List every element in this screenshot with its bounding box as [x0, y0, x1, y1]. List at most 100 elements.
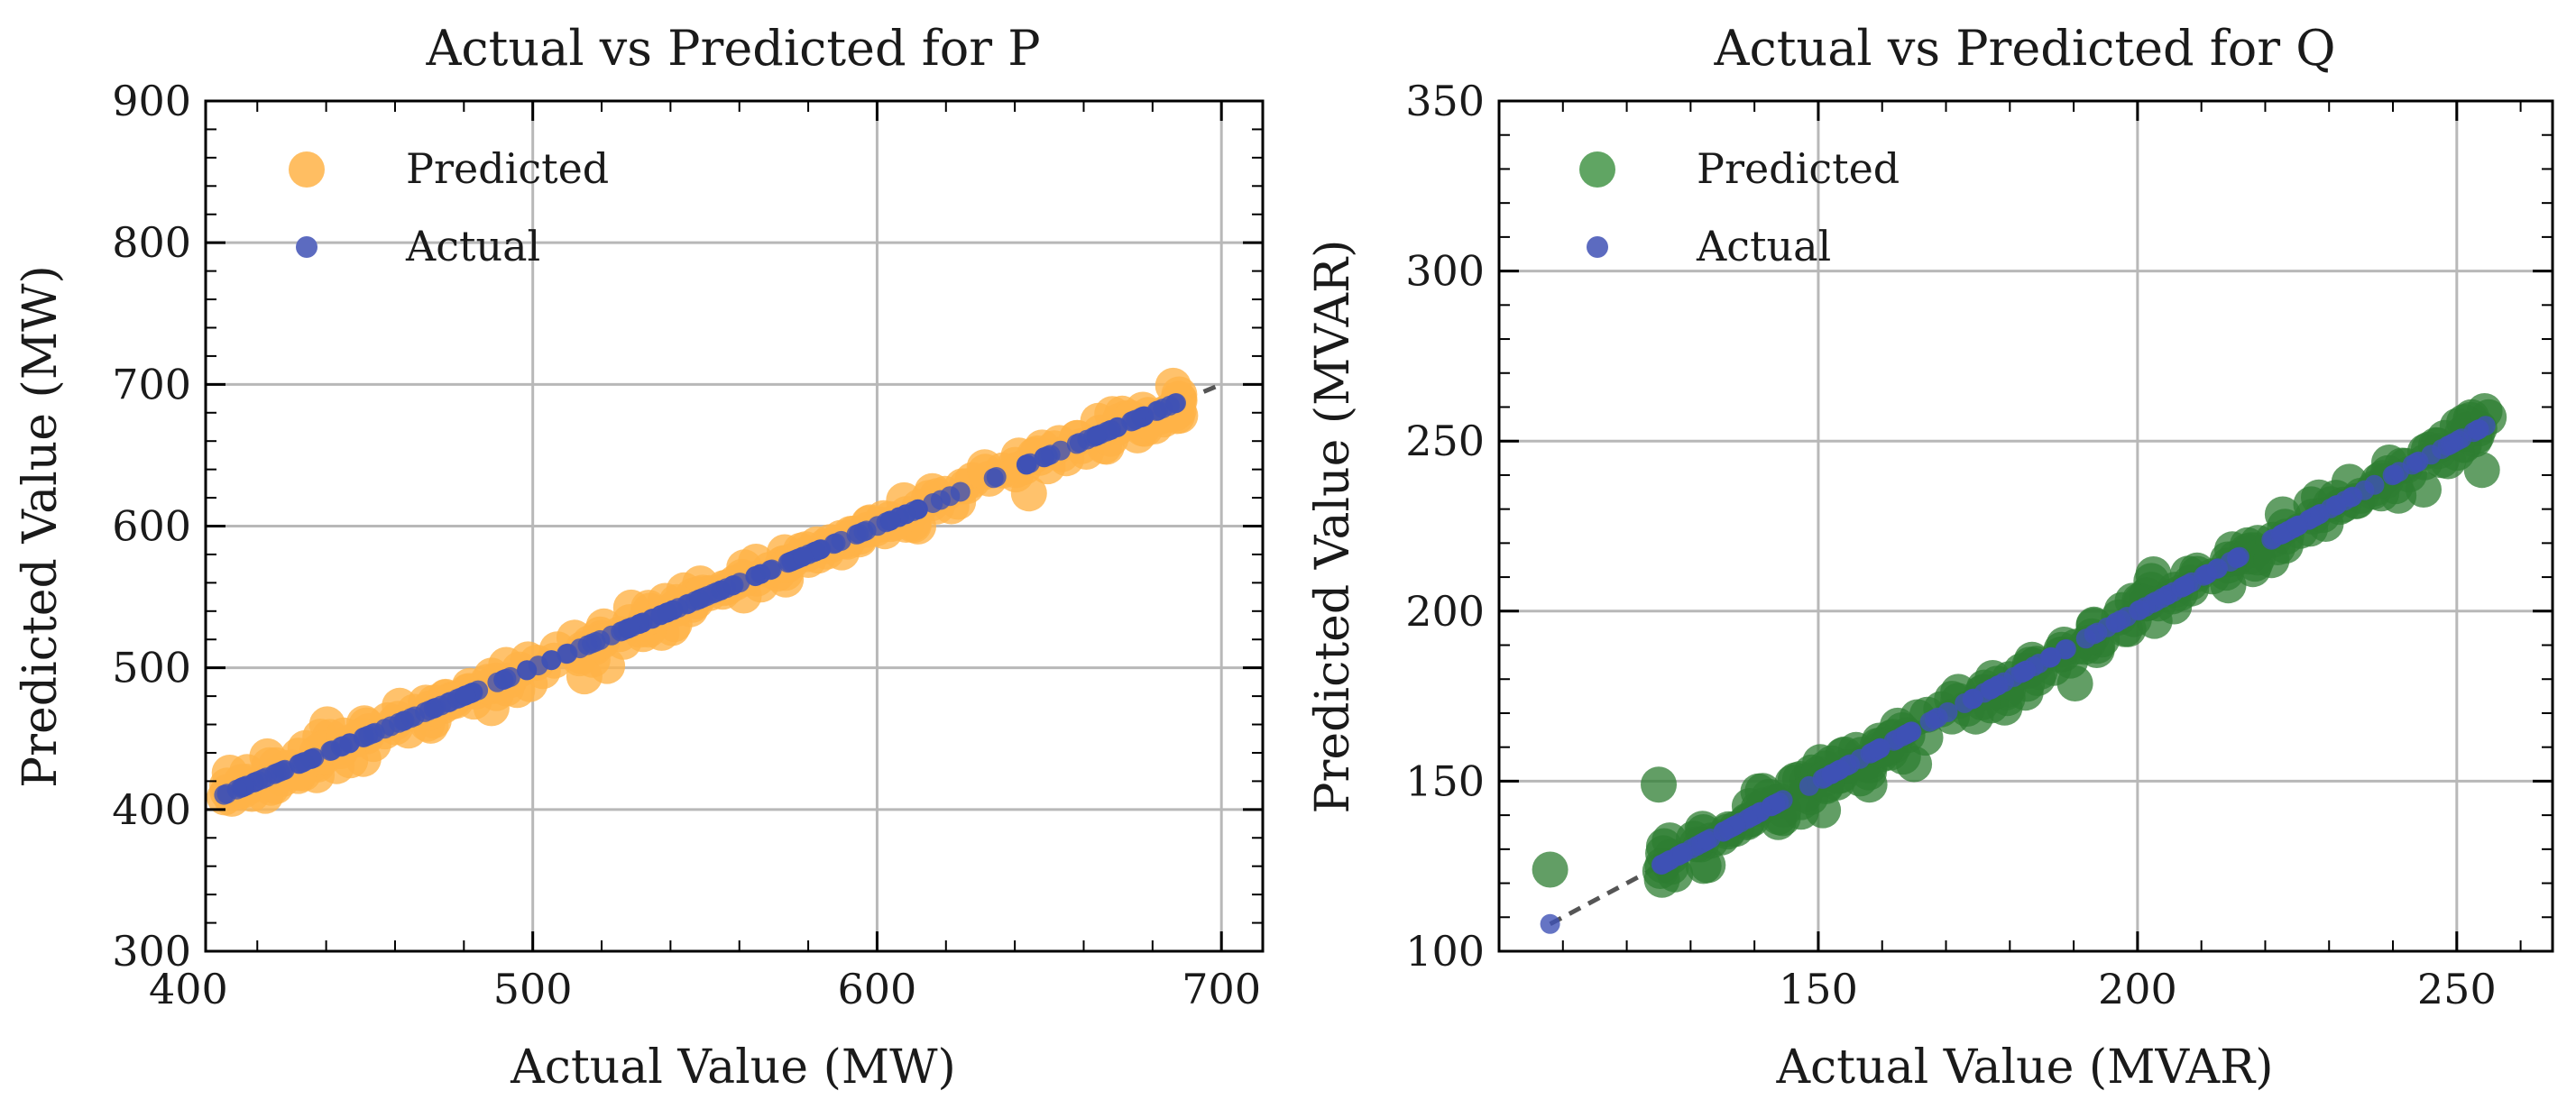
actual-point — [849, 523, 869, 544]
actual-point — [2135, 597, 2156, 618]
legend-label-actual: Actual — [405, 222, 540, 270]
actual-point — [577, 635, 598, 655]
actual-point — [1937, 701, 1958, 722]
y-tick-label: 300 — [112, 927, 191, 976]
y-tick-labels: 100 150 200 250 300 350 — [1405, 77, 1485, 976]
y-axis-label: Predicted Value (MW) — [14, 265, 68, 788]
legend-marker-actual — [1587, 236, 1608, 258]
y-tick-label: 400 — [112, 785, 191, 834]
predicted-point — [2253, 542, 2290, 579]
y-tick-label: 500 — [112, 644, 191, 692]
actual-point — [2286, 516, 2307, 536]
legend-marker-predicted — [289, 151, 325, 188]
predicted-point — [2056, 665, 2093, 701]
actual-point — [256, 767, 277, 788]
actual-point — [1159, 395, 1180, 416]
actual-point — [2475, 416, 2496, 436]
actual-point — [793, 546, 814, 567]
actual-point — [2310, 503, 2331, 524]
actual-point — [1963, 689, 1983, 710]
y-tick-label: 800 — [112, 218, 191, 267]
actual-point — [1821, 764, 1842, 784]
y-tick-label: 100 — [1405, 927, 1485, 976]
y-tick-label: 350 — [1405, 77, 1485, 125]
y-tick-label: 300 — [1405, 247, 1485, 296]
actual-point — [1066, 434, 1087, 454]
y-tick-labels: 300 400 500 600 700 800 900 — [112, 77, 191, 976]
legend: Predicted Actual — [1579, 144, 1900, 270]
x-tick-labels: 150 200 250 — [1779, 965, 2497, 1013]
legend-marker-actual — [296, 236, 317, 258]
actual-point — [214, 784, 235, 805]
actual-point — [663, 600, 684, 620]
predicted-point — [1641, 766, 1677, 803]
actual-point — [2056, 638, 2076, 659]
actual-point — [1769, 792, 1789, 812]
y-axis-label: Predicted Value (MVAR) — [1306, 240, 1360, 814]
actual-point — [1086, 426, 1107, 446]
actual-point — [777, 553, 798, 573]
y-tick-label: 200 — [1405, 587, 1485, 636]
x-tick-label: 500 — [493, 965, 573, 1013]
actual-point — [1896, 724, 1917, 745]
actual-point — [2175, 575, 2195, 596]
y-tick-label: 150 — [1405, 756, 1485, 805]
predicted-point — [1896, 746, 1933, 783]
actual-series — [214, 393, 1186, 805]
plot-frame — [1497, 99, 2554, 953]
actual-point — [1836, 756, 1857, 776]
actual-point — [1672, 843, 1693, 864]
actual-point — [1123, 410, 1143, 431]
x-tick-label: 150 — [1779, 965, 1858, 1013]
predicted-point — [1532, 851, 1569, 888]
chart-title: Actual vs Predicted for Q — [1713, 20, 2335, 77]
predicted-point — [1851, 766, 1888, 803]
x-tick-label: 400 — [149, 965, 228, 1013]
actual-point — [354, 727, 375, 747]
actual-point — [1981, 679, 2001, 700]
x-tick-label: 600 — [838, 965, 917, 1013]
actual-point — [517, 660, 537, 681]
y-tick-label: 900 — [112, 77, 191, 125]
x-axis-label: Actual Value (MW) — [510, 1040, 956, 1095]
y-tick-label: 600 — [112, 502, 191, 551]
actual-point — [400, 708, 421, 729]
x-tick-label: 700 — [1182, 965, 1261, 1013]
legend-label-actual: Actual — [1696, 222, 1831, 270]
actual-point — [290, 754, 310, 774]
y-tick-label: 700 — [112, 360, 191, 408]
y-tick-label: 250 — [1405, 417, 1485, 465]
actual-point — [2152, 588, 2173, 609]
actual-point — [950, 481, 971, 502]
x-tick-labels: 400 500 600 700 — [149, 965, 1261, 1013]
chart-title: Actual vs Predicted for P — [425, 20, 1040, 77]
actual-point — [2325, 495, 2346, 516]
legend: Predicted Actual — [289, 144, 609, 270]
actual-point — [330, 737, 351, 757]
actual-point — [2354, 480, 2375, 500]
actual-point — [2441, 434, 2461, 454]
x-axis-label: Actual Value (MVAR) — [1776, 1040, 2274, 1095]
actual-point — [2097, 617, 2118, 637]
actual-point — [880, 510, 901, 531]
legend-label-predicted: Predicted — [1697, 144, 1900, 193]
actual-point — [455, 685, 476, 706]
predicted-point — [566, 658, 603, 695]
actual-point — [760, 560, 780, 581]
actual-point — [983, 468, 1004, 489]
actual-point — [496, 668, 517, 689]
actual-point — [2206, 559, 2227, 579]
chart-panel-q: Actual vs Predicted for Q 150 200 250 1001… — [1306, 20, 2554, 1095]
actual-point — [374, 719, 395, 739]
actual-point — [1540, 913, 1560, 934]
actual-point — [2406, 453, 2426, 473]
actual-point — [2117, 607, 2138, 627]
ticks — [206, 99, 1263, 953]
legend-label-predicted: Predicted — [406, 144, 609, 193]
actual-point — [2272, 524, 2292, 545]
x-tick-label: 200 — [2098, 965, 2177, 1013]
actual-point — [1019, 453, 1040, 473]
actual-point — [723, 574, 744, 595]
actual-point — [923, 493, 943, 513]
legend-marker-predicted — [1579, 151, 1615, 188]
